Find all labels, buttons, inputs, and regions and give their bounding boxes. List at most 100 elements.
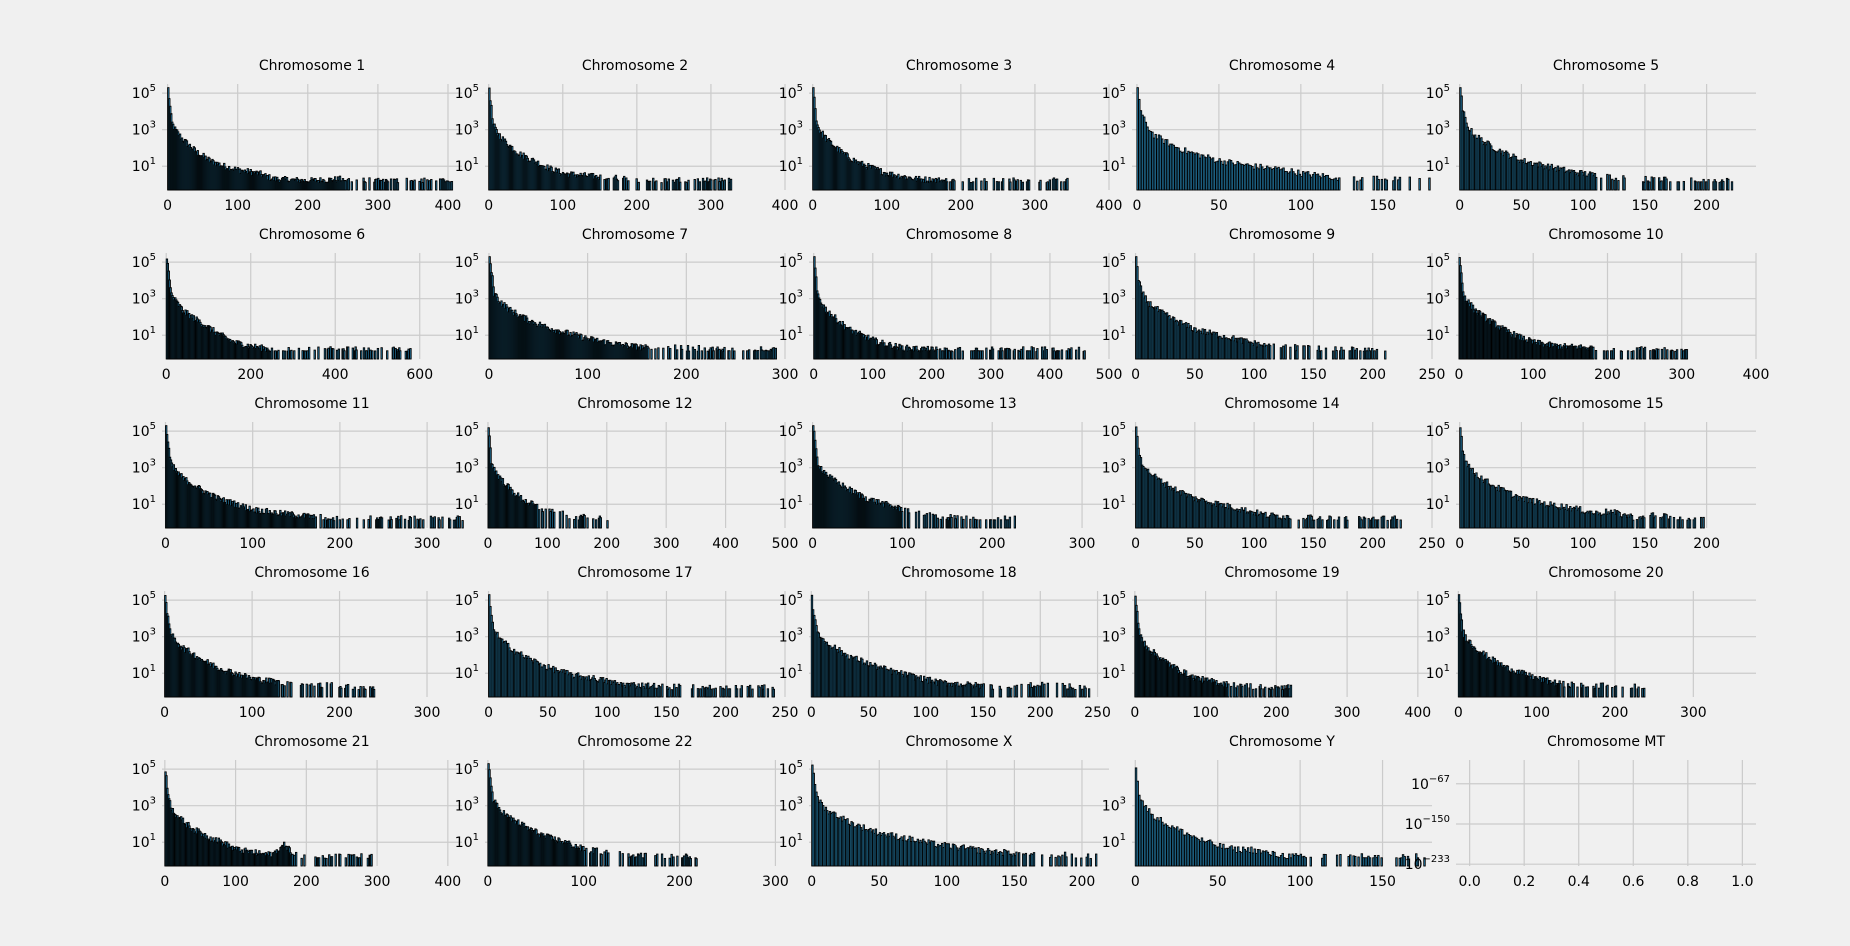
x-tick-label: 0 [1131, 874, 1140, 890]
y-tick-label: 101 [1426, 494, 1450, 513]
histogram-bar [703, 347, 706, 360]
x-tick-label: 0 [1455, 198, 1464, 214]
histogram-bar [928, 512, 932, 529]
histogram-bar [448, 181, 452, 191]
histogram-bar [709, 688, 713, 698]
histogram-bar [599, 517, 602, 529]
histogram-bar [1643, 517, 1646, 529]
histogram-bar [1329, 516, 1332, 529]
histogram-bar [277, 349, 280, 360]
histogram-bar [335, 515, 339, 529]
x-tick-label: 400 [435, 198, 462, 214]
histogram-bar [1004, 519, 1008, 529]
histogram-bar [359, 686, 362, 698]
histogram-bar [667, 346, 670, 360]
subplot-title: Chromosome 19 [1224, 565, 1339, 581]
x-tick-label: 300 [698, 198, 725, 214]
histogram-bar [1018, 852, 1021, 867]
histogram-bar [668, 687, 671, 698]
histogram-bar [565, 514, 568, 529]
histogram-bar [1633, 683, 1636, 698]
histogram-bar [664, 178, 667, 191]
histogram-bar [1650, 176, 1653, 191]
x-tick-label: 100 [1523, 705, 1550, 721]
x-tick-label: 100 [1570, 536, 1597, 552]
histogram-bar [1022, 346, 1025, 360]
histogram-bar [1281, 689, 1284, 698]
histogram-bar [433, 516, 436, 529]
x-tick-label: 100 [1520, 367, 1547, 383]
y-tick-label: 103 [132, 796, 156, 815]
histogram-bar [1428, 177, 1431, 191]
histogram-bar [754, 350, 758, 360]
histogram-bar [1623, 177, 1626, 191]
y-tick-label: 103 [132, 289, 156, 308]
x-tick-label: 200 [294, 198, 321, 214]
x-tick-label: 200 [1602, 705, 1629, 721]
histogram-bar [662, 347, 665, 360]
histogram-bar [301, 683, 305, 698]
histogram-bar [586, 517, 589, 529]
histogram-bar [1599, 682, 1603, 698]
histogram-bar [693, 348, 697, 360]
histogram-bar [364, 688, 367, 698]
histogram-bar [1608, 174, 1611, 191]
histogram-bar [347, 853, 350, 867]
y-tick-label: 101 [1102, 832, 1126, 851]
histogram-bar [393, 179, 397, 191]
histogram-bar [1695, 181, 1698, 191]
histogram-bar [1640, 346, 1643, 360]
histogram-bar [1352, 176, 1356, 191]
x-tick-label: 100 [1241, 367, 1268, 383]
x-tick-label: 0 [1454, 705, 1463, 721]
histogram-bar [657, 347, 660, 360]
histogram-bar [1371, 348, 1374, 360]
histogram-bar [746, 350, 749, 360]
histogram-bar [661, 683, 664, 698]
x-tick-label: 400 [1743, 367, 1770, 383]
histogram-bar [553, 511, 556, 529]
histogram-bar [1296, 345, 1299, 360]
subplot-title: Chromosome 10 [1548, 227, 1663, 243]
histogram-bar [1016, 179, 1019, 191]
histogram-bar [452, 519, 456, 529]
histogram-bar [1570, 681, 1573, 698]
histogram-bar [362, 519, 365, 529]
histogram-bar [1620, 350, 1623, 360]
x-tick-label: 300 [1022, 198, 1049, 214]
histogram-bar [1236, 685, 1239, 698]
histogram-bar [374, 350, 377, 360]
histogram-bar [343, 350, 346, 360]
histogram-bar [1393, 176, 1397, 191]
x-tick-label: 50 [860, 705, 878, 721]
histogram-bar [971, 181, 975, 191]
x-tick-label: 200 [1359, 536, 1386, 552]
y-tick-label: 101 [132, 832, 156, 851]
subplot-chromosome-22: Chromosome 22 101 103 105 0 100 200 300 [455, 734, 789, 890]
histogram-bar [1681, 519, 1684, 529]
histogram-bar [660, 182, 663, 191]
histogram-bar [1039, 179, 1042, 191]
histogram-bar [347, 178, 351, 191]
x-tick-label: 1.0 [1731, 874, 1753, 890]
histogram-bar [1063, 181, 1066, 191]
histogram-bar [654, 855, 657, 867]
x-tick-label: 200 [1069, 874, 1096, 890]
histogram-bar [907, 512, 911, 529]
subplot-chromosome-19: Chromosome 19 101 103 105 0 100 200 300 400 [1102, 565, 1432, 721]
histogram-bar [1055, 682, 1059, 698]
x-tick-label: 200 [593, 536, 620, 552]
y-tick-label: 103 [779, 627, 803, 646]
histogram-bar [351, 688, 355, 698]
y-tick-label: 103 [779, 796, 803, 815]
histogram-bar [332, 348, 335, 360]
histogram-bar [535, 503, 539, 529]
histogram-bar [1677, 181, 1681, 191]
histogram-bar [277, 680, 281, 698]
y-tick-label: 103 [455, 458, 479, 477]
histogram-bar [1612, 348, 1615, 360]
histogram-bar [936, 517, 939, 529]
histogram-bar [313, 685, 316, 698]
histogram-bar [917, 510, 921, 529]
